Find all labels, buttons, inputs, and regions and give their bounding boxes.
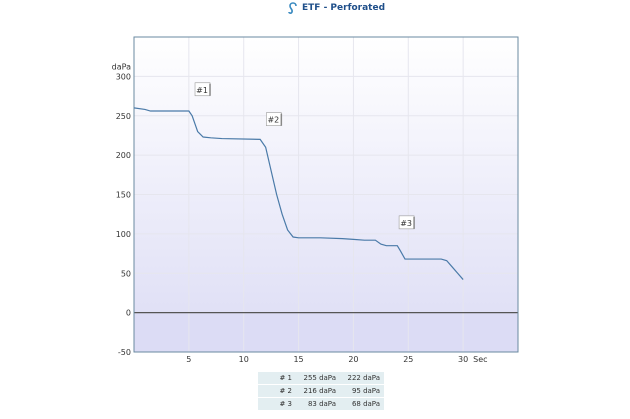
title-text: ETF - Perforated	[302, 3, 386, 13]
marker-label: #2	[267, 116, 279, 125]
y-tick-label: -50	[118, 348, 131, 357]
y-tick-label: 0	[126, 309, 131, 318]
x-tick-label: 5	[186, 355, 191, 364]
x-tick-label: 20	[348, 355, 358, 364]
y-tick-label: 300	[116, 72, 131, 81]
table-cell: 222 daPa	[340, 372, 384, 385]
negative-region	[134, 312, 518, 352]
x-tick-label: 25	[403, 355, 413, 364]
plot-border	[133, 36, 519, 353]
table-cell: 95 daPa	[340, 384, 384, 398]
x-tick-label: 30	[458, 355, 468, 364]
marker-label: #1	[196, 86, 208, 95]
table-cell: # 1	[258, 372, 296, 385]
table-cell: # 2	[258, 384, 296, 398]
y-tick-label: 50	[121, 269, 131, 278]
ear-icon	[288, 2, 297, 14]
table-row: # 1 255 daPa 222 daPa	[258, 372, 384, 385]
y-tick-label: 250	[116, 112, 131, 121]
table-cell: 83 daPa	[296, 397, 340, 411]
pressure-curve	[133, 107, 464, 280]
table-cell: # 3	[258, 397, 296, 411]
x-tick-label: 10	[239, 355, 249, 364]
table-cell: 255 daPa	[296, 372, 340, 385]
x-tick-label: 15	[293, 355, 303, 364]
table-cell: 216 daPa	[296, 384, 340, 398]
y-tick-label: 200	[116, 151, 131, 160]
table-row: # 2 216 daPa 95 daPa	[258, 384, 384, 398]
y-axis-label: daPa	[112, 62, 131, 71]
y-tick-label: 150	[116, 191, 131, 200]
table-row: # 3 83 daPa 68 daPa	[258, 397, 384, 411]
table-cell: 68 daPa	[340, 397, 384, 411]
y-tick-label: 100	[116, 230, 131, 239]
x-axis-label: Sec	[473, 355, 487, 364]
marker-label: #3	[400, 219, 412, 228]
results-table: # 1 255 daPa 222 daPa # 2 216 daPa 95 daPa # 3…	[258, 372, 384, 411]
chart-title: ETF - Perforated	[288, 1, 385, 15]
